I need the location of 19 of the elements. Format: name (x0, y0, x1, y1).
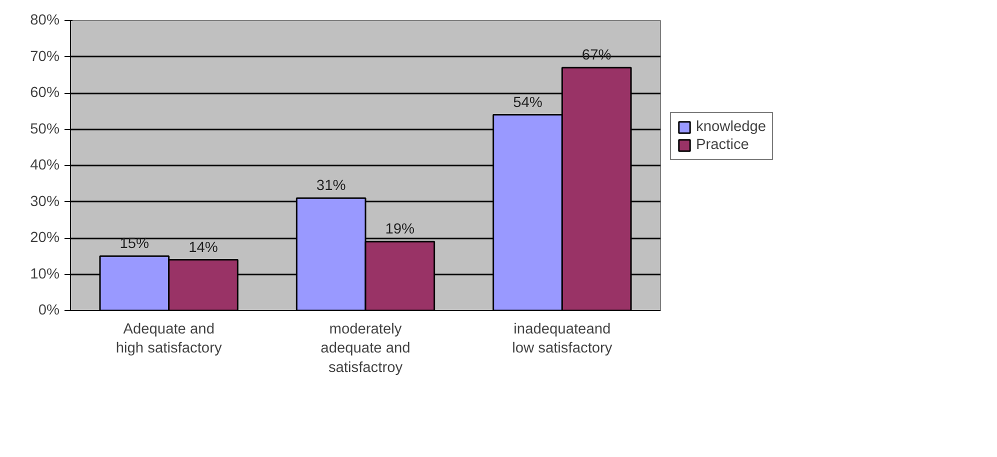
data-label: 54% (513, 94, 542, 111)
y-tick-label: 70% (30, 48, 60, 65)
data-label: 19% (385, 222, 415, 238)
data-label: 14% (188, 240, 218, 256)
y-tick-label: 80% (30, 12, 60, 28)
y-tick-label: 0% (38, 302, 60, 318)
y-tick-label: 30% (30, 194, 60, 210)
y-tick-label: 60% (30, 85, 60, 101)
legend-label: knowledge (696, 119, 766, 135)
y-tick-label: 10% (30, 266, 60, 282)
y-tick-label: 40% (30, 158, 60, 174)
legend-label: Practice (696, 137, 749, 153)
data-label: 31% (316, 178, 346, 194)
y-tick-label: 50% (30, 121, 60, 138)
x-tick-label: moderately adequate and satisfactroy (320, 322, 410, 376)
data-label: 15% (120, 236, 150, 252)
y-tick-label: 20% (30, 230, 60, 246)
x-tick-label: Adequate and high satisfactory (116, 322, 222, 357)
x-tick-label: inadequateand low satisfactory (512, 322, 613, 357)
